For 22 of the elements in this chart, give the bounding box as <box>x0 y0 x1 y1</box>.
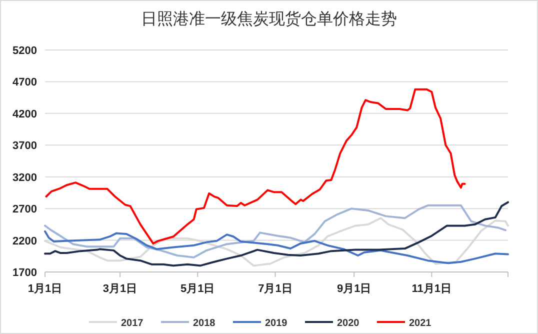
y-tick-label: 2700 <box>12 204 37 216</box>
y-tick-label: 2200 <box>12 235 37 248</box>
x-tick-label: 3月1日 <box>102 283 138 295</box>
legend-label: 2018 <box>193 318 216 329</box>
legend-label: 2017 <box>121 318 144 329</box>
y-tick-label: 4200 <box>12 108 37 120</box>
y-tick-label: 4700 <box>12 76 37 89</box>
x-tick-label: 5月1日 <box>180 283 215 295</box>
legend-label: 2020 <box>337 318 360 329</box>
y-tick-label: 3700 <box>12 140 37 152</box>
chart-title: 日照港准一级焦炭现货仓单价格走势 <box>141 10 397 28</box>
x-tick-label: 9月1日 <box>336 283 372 295</box>
legend-label: 2021 <box>409 318 432 329</box>
x-tick-label: 11月1日 <box>412 283 452 295</box>
legend-label: 2019 <box>265 318 288 329</box>
line-series <box>44 201 509 267</box>
x-tick-label: 1月1日 <box>28 283 62 295</box>
line-series <box>45 88 466 244</box>
y-tick-label: 3200 <box>12 172 37 184</box>
y-tick-label: 5200 <box>12 45 37 57</box>
x-tick-label: 7月1日 <box>258 283 292 295</box>
y-tick-label: 1700 <box>12 267 37 279</box>
